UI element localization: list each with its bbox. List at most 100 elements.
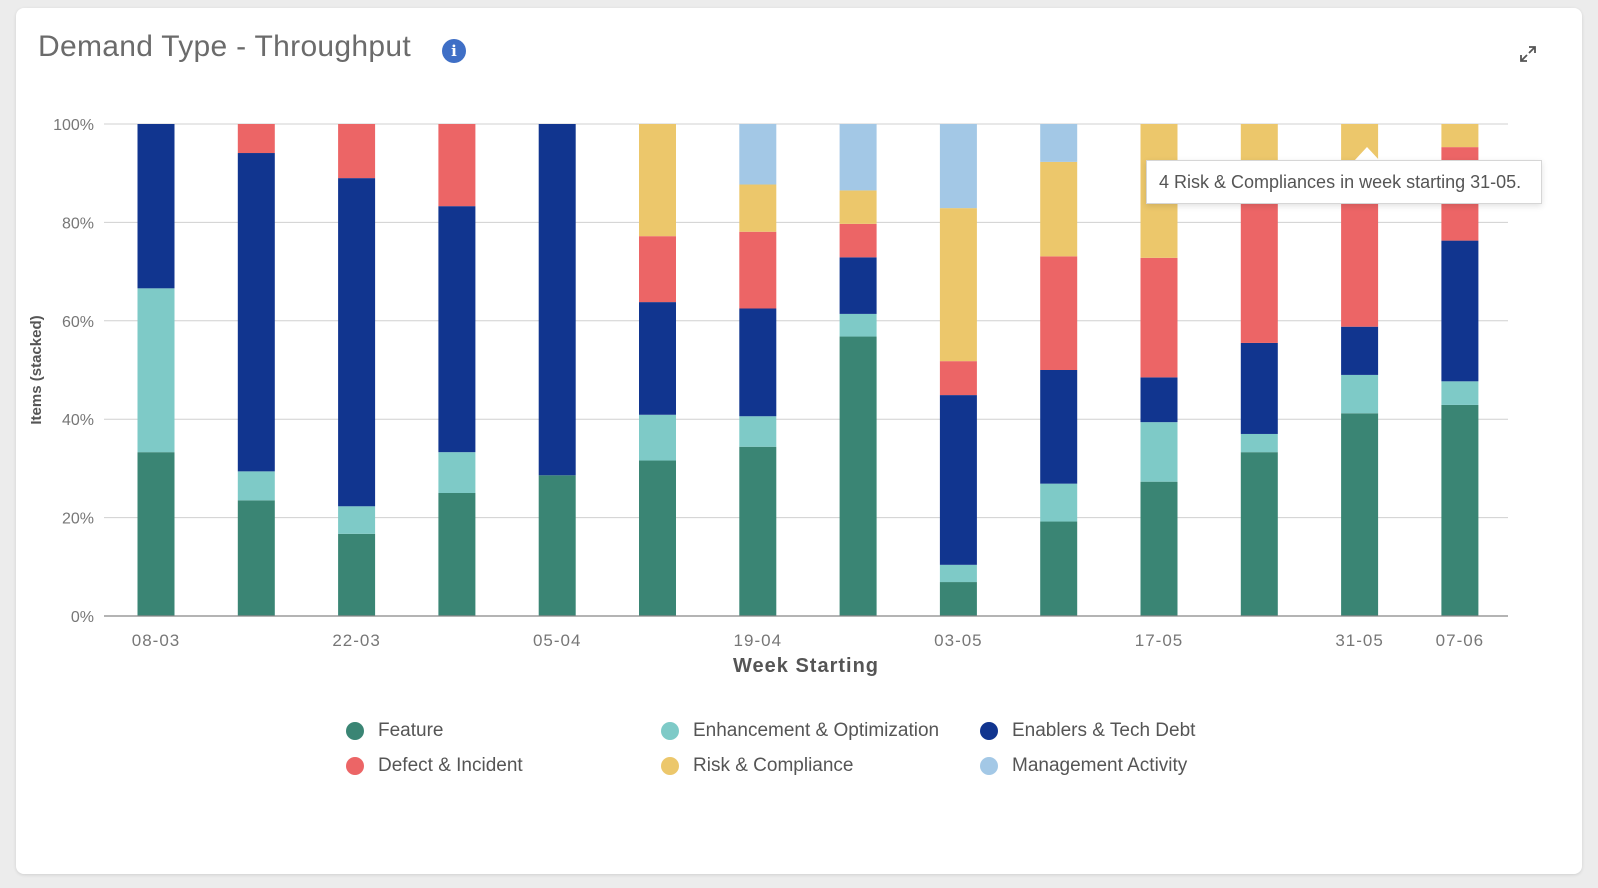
bar-segment-management[interactable] <box>1040 124 1078 162</box>
bar-segment-enhancement[interactable] <box>1441 381 1479 405</box>
bar-segment-enablers[interactable] <box>939 395 977 565</box>
bar-segment-feature[interactable] <box>639 460 676 616</box>
bar-segment-enablers[interactable] <box>639 302 676 415</box>
y-axis-title: Items (stacked) <box>28 315 45 424</box>
legend-item-risk[interactable]: Risk & Compliance <box>661 755 854 777</box>
bar-segment-enhancement[interactable] <box>137 288 175 453</box>
bar-segment-feature[interactable] <box>739 446 777 616</box>
bar-segment-feature[interactable] <box>939 582 977 616</box>
bar-segment-feature[interactable] <box>839 336 877 616</box>
legend-label: Enhancement & Optimization <box>693 720 940 741</box>
x-tick-label: 03-05 <box>934 631 982 650</box>
bar-segment-feature[interactable] <box>1040 521 1078 616</box>
legend-label: Management Activity <box>1012 755 1188 776</box>
bar-segment-defect[interactable] <box>739 231 777 309</box>
bar-segment-enablers[interactable] <box>1441 240 1479 382</box>
y-tick-label: 100% <box>53 117 94 134</box>
info-icon[interactable]: i <box>442 39 466 63</box>
x-tick-label: 05-04 <box>533 631 581 650</box>
legend-dot <box>661 722 679 740</box>
bar-segment-enablers[interactable] <box>438 206 476 453</box>
chart-tooltip: 4 Risk & Compliances in week starting 31… <box>1146 160 1542 204</box>
axes: 0% 20% 40% 60% 80% 100% 08-03 22-03 05-04 19-04 03… <box>28 117 1508 677</box>
bar-segment-risk[interactable] <box>939 208 977 362</box>
legend-label: Risk & Compliance <box>693 755 854 776</box>
legend-item-enhancement[interactable]: Enhancement & Optimization <box>661 720 939 742</box>
bar-segment-feature[interactable] <box>237 500 275 616</box>
bar-segment-feature[interactable] <box>1240 452 1278 616</box>
legend-item-enablers[interactable]: Enablers & Tech Debt <box>980 720 1195 742</box>
legend-dot <box>346 722 364 740</box>
bar-segment-feature[interactable] <box>438 493 476 616</box>
bar-segment-defect[interactable] <box>438 124 476 207</box>
bar-segment-enhancement[interactable] <box>237 471 275 501</box>
bar-segment-feature[interactable] <box>538 475 576 616</box>
bar-segment-enablers[interactable] <box>338 178 376 507</box>
bar-segment-defect[interactable] <box>1140 257 1178 378</box>
bar-segment-enhancement[interactable] <box>639 414 676 461</box>
bar-segment-defect[interactable] <box>939 361 977 396</box>
bar-segment-management[interactable] <box>839 124 877 191</box>
legend-label: Defect & Incident <box>378 755 523 776</box>
bar-segment-risk[interactable] <box>639 124 676 237</box>
y-tick-label: 80% <box>62 215 94 232</box>
bar-segment-enablers[interactable] <box>739 308 777 417</box>
bar-segment-defect[interactable] <box>1040 256 1078 370</box>
legend-item-management[interactable]: Management Activity <box>980 755 1187 777</box>
legend-item-feature[interactable]: Feature <box>346 720 443 742</box>
bar-segment-defect[interactable] <box>839 223 877 258</box>
bar-segment-enhancement[interactable] <box>1140 422 1178 482</box>
bar-segment-feature[interactable] <box>1140 481 1178 616</box>
bar-segment-feature[interactable] <box>137 452 175 616</box>
bar-segment-enhancement[interactable] <box>338 506 376 534</box>
y-tick-label: 40% <box>62 412 94 429</box>
y-tick-label: 60% <box>62 314 94 331</box>
bar-segment-enhancement[interactable] <box>438 452 476 493</box>
bar-segment-risk[interactable] <box>1240 124 1278 165</box>
bar-segment-enablers[interactable] <box>538 124 576 476</box>
bar-segment-enhancement[interactable] <box>1240 433 1278 453</box>
bar-segment-risk[interactable] <box>839 190 877 224</box>
bar-segment-enablers[interactable] <box>1040 370 1078 484</box>
x-tick-label: 19-04 <box>734 631 782 650</box>
bar-segment-risk[interactable] <box>1040 161 1078 257</box>
bar-segment-risk[interactable] <box>739 184 777 232</box>
x-axis-title: Week Starting <box>733 655 879 677</box>
legend-dot <box>661 757 679 775</box>
bar-segment-enablers[interactable] <box>1341 326 1379 375</box>
bar-segment-enhancement[interactable] <box>839 313 877 337</box>
bar-segment-management[interactable] <box>739 124 777 185</box>
bar-segment-enablers[interactable] <box>1240 342 1278 434</box>
y-tick-label: 20% <box>62 511 94 528</box>
bar-segment-defect[interactable] <box>639 236 676 303</box>
bar-segment-enhancement[interactable] <box>1341 374 1379 414</box>
bar-segment-feature[interactable] <box>1341 413 1379 616</box>
expand-icon[interactable] <box>1518 44 1538 64</box>
bar-segment-defect[interactable] <box>237 124 275 154</box>
tooltip-arrow <box>1354 147 1380 161</box>
bar-segment-feature[interactable] <box>1441 404 1479 616</box>
bar-segment-enablers[interactable] <box>839 257 877 314</box>
bar-segment-enhancement[interactable] <box>1040 483 1078 522</box>
legend-label: Feature <box>378 720 444 741</box>
bar-segment-management[interactable] <box>939 124 977 209</box>
legend-item-defect[interactable]: Defect & Incident <box>346 755 523 777</box>
bars <box>137 124 1479 616</box>
x-tick-label: 31-05 <box>1335 631 1383 650</box>
x-tick-label: 07-06 <box>1436 631 1484 650</box>
x-tick-label: 22-03 <box>332 631 380 650</box>
throughput-card: Demand Type - Throughput i <box>16 8 1582 874</box>
bar-segment-risk[interactable] <box>1441 124 1479 148</box>
bar-segment-enablers[interactable] <box>1140 377 1178 423</box>
y-tick-label: 0% <box>71 609 94 626</box>
bar-segment-enhancement[interactable] <box>739 416 777 447</box>
legend-label: Enablers & Tech Debt <box>1012 720 1196 741</box>
bar-segment-defect[interactable] <box>338 124 376 179</box>
bar-segment-enablers[interactable] <box>237 153 275 472</box>
legend-dot <box>980 722 998 740</box>
bar-segment-enablers[interactable] <box>137 124 175 289</box>
bar-segment-feature[interactable] <box>338 533 376 616</box>
x-tick-label: 17-05 <box>1135 631 1183 650</box>
bar-segment-enhancement[interactable] <box>939 564 977 583</box>
